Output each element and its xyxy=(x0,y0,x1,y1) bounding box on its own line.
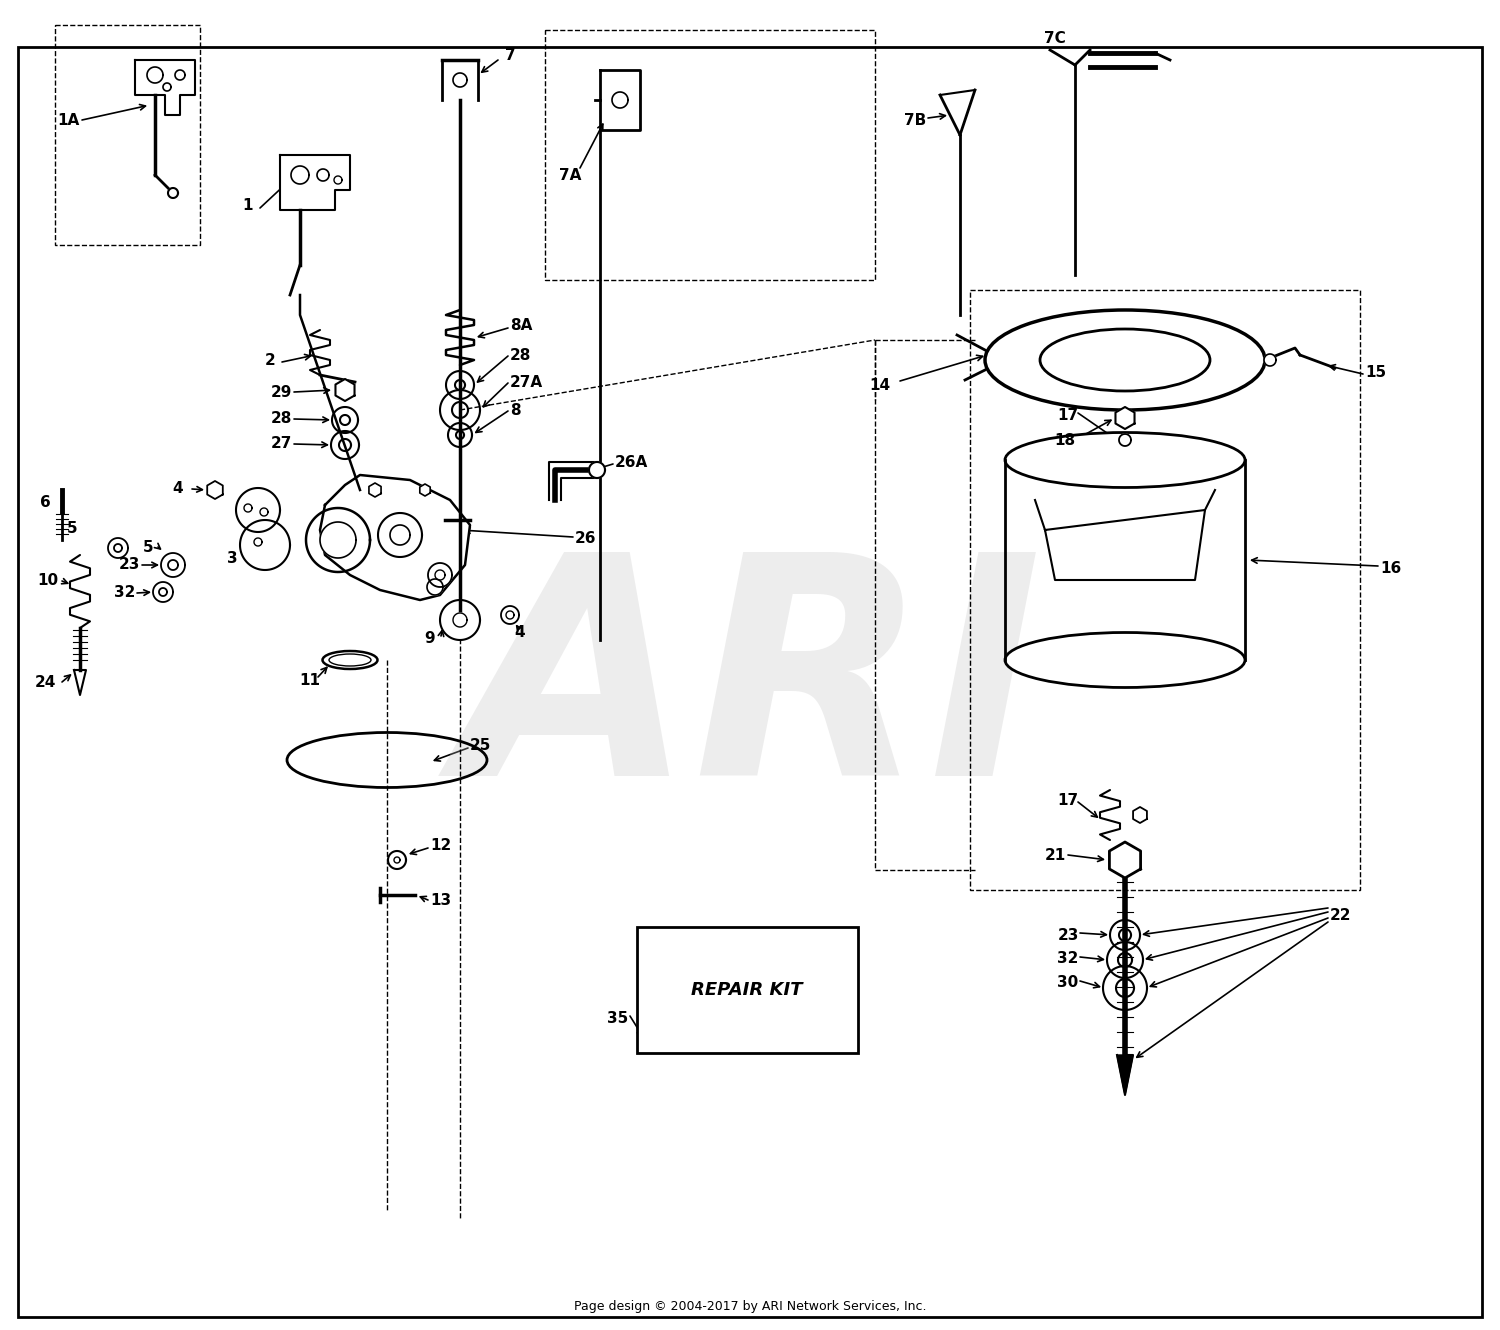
Polygon shape xyxy=(453,613,466,626)
Text: 25: 25 xyxy=(470,738,492,753)
Text: 26: 26 xyxy=(574,531,597,545)
Text: 17: 17 xyxy=(1058,793,1078,807)
Text: 32: 32 xyxy=(1058,951,1078,966)
Text: 15: 15 xyxy=(1365,364,1386,379)
Text: 23: 23 xyxy=(118,556,140,572)
Text: 21: 21 xyxy=(1044,847,1065,862)
Text: 27A: 27A xyxy=(510,375,543,390)
Polygon shape xyxy=(1264,354,1276,366)
Text: 9: 9 xyxy=(424,630,435,645)
Polygon shape xyxy=(320,475,470,600)
Text: 8: 8 xyxy=(510,403,520,418)
Text: 6: 6 xyxy=(39,495,51,509)
Polygon shape xyxy=(1110,842,1140,878)
Polygon shape xyxy=(435,571,445,580)
Polygon shape xyxy=(207,481,224,499)
Text: 4: 4 xyxy=(514,625,525,640)
Text: 23: 23 xyxy=(1058,927,1078,943)
Text: 8A: 8A xyxy=(510,318,532,332)
Polygon shape xyxy=(420,484,430,496)
Text: 35: 35 xyxy=(608,1011,628,1025)
Polygon shape xyxy=(316,169,328,181)
Polygon shape xyxy=(506,610,515,618)
Text: 24: 24 xyxy=(34,674,56,689)
Ellipse shape xyxy=(1005,633,1245,688)
Text: 7B: 7B xyxy=(904,113,926,128)
Text: Page design © 2004-2017 by ARI Network Services, Inc.: Page design © 2004-2017 by ARI Network S… xyxy=(574,1299,927,1313)
Text: 17: 17 xyxy=(1058,407,1078,423)
Text: 1A: 1A xyxy=(57,113,80,128)
Polygon shape xyxy=(369,483,381,497)
Polygon shape xyxy=(168,188,178,198)
Polygon shape xyxy=(501,606,519,624)
Text: 7: 7 xyxy=(504,48,516,63)
Text: 3: 3 xyxy=(226,551,237,565)
Polygon shape xyxy=(334,176,342,184)
Ellipse shape xyxy=(1005,432,1245,488)
Polygon shape xyxy=(240,520,290,571)
Text: 2: 2 xyxy=(264,352,276,367)
Text: 11: 11 xyxy=(300,673,321,688)
Text: REPAIR KIT: REPAIR KIT xyxy=(692,982,802,999)
Polygon shape xyxy=(260,508,268,516)
Polygon shape xyxy=(291,166,309,184)
Polygon shape xyxy=(1132,807,1148,823)
Polygon shape xyxy=(612,92,628,108)
Polygon shape xyxy=(427,579,442,595)
Text: 28: 28 xyxy=(510,347,531,363)
Text: 12: 12 xyxy=(430,838,451,853)
Text: 32: 32 xyxy=(114,584,135,600)
Text: 28: 28 xyxy=(270,411,292,426)
Text: 22: 22 xyxy=(1330,907,1352,923)
Polygon shape xyxy=(320,521,356,559)
Text: 13: 13 xyxy=(430,892,451,907)
Polygon shape xyxy=(336,379,354,402)
Text: 18: 18 xyxy=(1054,432,1076,447)
Polygon shape xyxy=(427,563,451,587)
Text: 5: 5 xyxy=(66,520,78,536)
Polygon shape xyxy=(394,857,400,863)
FancyBboxPatch shape xyxy=(638,927,858,1053)
Polygon shape xyxy=(176,70,184,80)
Ellipse shape xyxy=(322,650,378,669)
Text: 10: 10 xyxy=(38,572,58,588)
Text: 1: 1 xyxy=(243,197,254,213)
Text: ARI: ARI xyxy=(458,543,1042,841)
Polygon shape xyxy=(1116,407,1134,430)
Polygon shape xyxy=(135,60,195,114)
Polygon shape xyxy=(1119,434,1131,446)
Polygon shape xyxy=(236,488,280,532)
Text: 5: 5 xyxy=(142,540,153,555)
Text: 7A: 7A xyxy=(560,168,580,182)
Polygon shape xyxy=(280,156,350,210)
Text: 29: 29 xyxy=(270,384,292,399)
Polygon shape xyxy=(244,504,252,512)
Polygon shape xyxy=(390,525,410,545)
Polygon shape xyxy=(388,851,406,868)
Text: 26A: 26A xyxy=(615,455,648,469)
Polygon shape xyxy=(147,66,164,82)
Ellipse shape xyxy=(986,310,1264,410)
Text: 7C: 7C xyxy=(1044,31,1066,45)
Polygon shape xyxy=(440,600,480,640)
Text: 27: 27 xyxy=(270,435,292,451)
Text: 16: 16 xyxy=(1380,560,1401,576)
Polygon shape xyxy=(164,82,171,90)
Text: 30: 30 xyxy=(1058,975,1078,990)
Text: 4: 4 xyxy=(172,480,183,496)
Polygon shape xyxy=(453,73,466,86)
Polygon shape xyxy=(1046,509,1205,580)
Polygon shape xyxy=(306,508,370,572)
Ellipse shape xyxy=(1040,329,1211,391)
Polygon shape xyxy=(590,462,604,477)
Polygon shape xyxy=(1118,1055,1132,1095)
Polygon shape xyxy=(378,513,422,557)
Text: 14: 14 xyxy=(870,378,891,392)
Polygon shape xyxy=(254,539,262,547)
